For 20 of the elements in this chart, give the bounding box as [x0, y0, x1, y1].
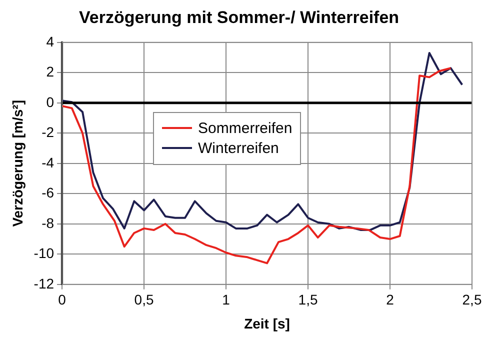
- y-tick-label: -4: [42, 154, 54, 170]
- legend-label: Sommerreifen: [198, 120, 292, 137]
- y-tick-label: -10: [34, 245, 54, 262]
- x-tick-label: 0,5: [134, 292, 154, 308]
- x-tick-label: 1,5: [298, 292, 318, 308]
- x-tick-label: 2,5: [462, 292, 482, 308]
- chart-title: Verzögerung mit Sommer-/ Winterreifen: [78, 8, 400, 27]
- y-axis-title: Verzögerung [m/s²]: [9, 100, 26, 227]
- x-tick-label: 0: [58, 292, 66, 308]
- y-tick-label: -6: [42, 184, 54, 201]
- y-tick-label: -12: [34, 275, 54, 292]
- y-tick-label: 0: [46, 94, 54, 110]
- x-axis-title: Zeit [s]: [244, 315, 290, 332]
- y-tick-label: 2: [46, 64, 54, 80]
- legend-label: Winterreifen: [198, 140, 279, 157]
- x-tick-label: 1: [222, 292, 230, 308]
- y-tick-label: -8: [42, 214, 54, 231]
- y-tick-label: -2: [42, 124, 54, 140]
- y-tick-label: 4: [46, 33, 54, 50]
- x-tick-label: 2: [386, 292, 394, 308]
